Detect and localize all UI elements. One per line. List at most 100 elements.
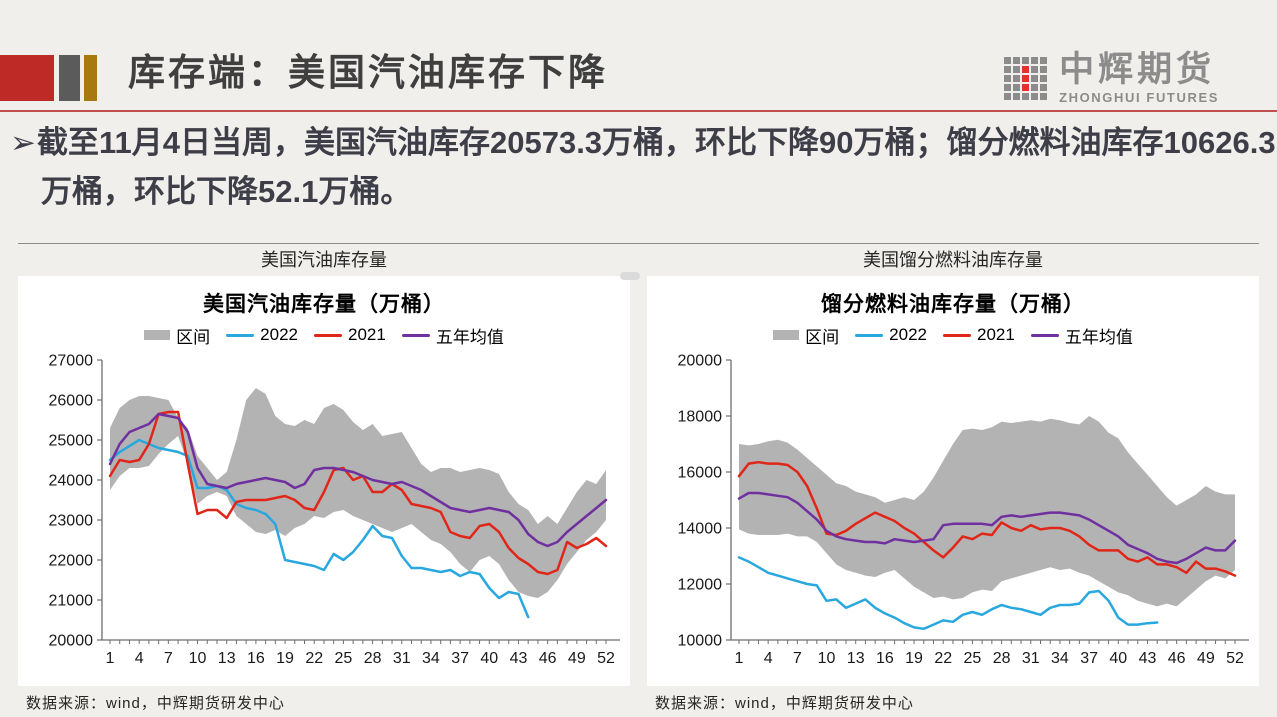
range-band [739,416,1235,607]
x-tick-label: 49 [1197,650,1215,667]
logo-grid-cell [1022,75,1030,82]
x-tick-label: 46 [1168,650,1186,667]
x-tick-label: 28 [364,650,382,667]
summary-text: 截至11月4日当周，美国汽油库存20573.3万桶，环比下降90万桶；馏分燃料油… [36,125,1276,209]
x-tick-label: 13 [218,650,236,667]
y-tick-label: 16000 [678,465,723,482]
panel-handle [620,272,640,280]
y-tick-label: 12000 [678,577,723,594]
legend-item: 区间 [144,323,210,348]
series-line-2021 [737,460,1237,577]
legend-item: 区间 [773,323,839,348]
x-tick-label: 46 [539,650,557,667]
page-title: 库存端：美国汽油库存下降 [128,52,608,93]
logo-grid-cell [1031,66,1039,73]
gasoline-panel-header: 美国汽油库存量 [261,250,387,270]
legend-swatch [314,333,342,337]
x-tick-label: 1 [735,650,744,667]
section-divider [18,243,1259,244]
y-tick-label: 21000 [49,593,94,610]
x-tick-label: 19 [276,650,294,667]
logo-grid-cell [1013,66,1021,73]
gasoline-chart-section: 美国汽油库存量 美国汽油库存量（万桶） 区间 2022 2021 五年均值 20000… [18,246,630,713]
logo-grid-cell [1031,93,1039,100]
x-tick-label: 52 [597,650,615,667]
legend-item: 2022 [855,325,927,345]
logo-grid-cell [1031,57,1039,64]
y-tick-label: 20000 [49,633,94,650]
logo-grid-cell [1022,93,1030,100]
logo-grid-cell [1013,93,1021,100]
charts-row: 美国汽油库存量 美国汽油库存量（万桶） 区间 2022 2021 五年均值 20000… [18,246,1259,713]
x-tick-label: 22 [934,650,952,667]
gasoline-chart-title: 美国汽油库存量（万桶） [203,293,445,316]
logo-grid-cell [1013,57,1021,64]
distillate-chart-panel: 馏分燃料油库存量（万桶） 区间 2022 2021 五年均值 10000 12000 14… [647,276,1259,686]
legend-swatch [401,333,430,337]
logo-name-en: ZHONGHUI FUTURES [1059,90,1219,105]
legend-swatch [943,333,971,337]
series-line-五年均值 [737,491,1237,565]
logo-grid-cell [1022,84,1030,91]
y-tick-label: 23000 [49,513,94,530]
legend-label: 区间 [805,327,840,347]
x-tick-label: 34 [422,650,440,667]
company-logo: 中辉期货 ZHONGHUI FUTURES [1004,52,1219,105]
logo-grid-cell [1004,84,1012,91]
y-tick-label: 20000 [678,353,723,370]
logo-grid-cell [1004,75,1012,82]
accent-bar-gold [84,55,97,101]
logo-grid-cell [1040,75,1048,82]
logo-grid-cell [1013,75,1021,82]
x-tick-label: 40 [1109,650,1127,667]
y-tick-label: 18000 [678,409,723,426]
logo-grid-cell [1031,84,1039,91]
y-tick-label: 10000 [678,633,723,650]
logo-text: 中辉期货 ZHONGHUI FUTURES [1059,52,1219,105]
legend-label: 五年均值 [1064,327,1133,347]
distillate-panel-header: 美国馏分燃料油库存量 [863,250,1043,270]
x-tick-label: 34 [1051,650,1069,667]
legend-label: 2022 [260,325,298,344]
legend-swatch [144,330,171,340]
distillate-data-source: 数据来源：wind，中辉期货研发中心 [655,695,914,712]
x-tick-label: 4 [764,650,773,667]
series-line-2022 [108,438,530,619]
x-tick-label: 43 [510,650,528,667]
distillate-chart-section: 美国馏分燃料油库存量 馏分燃料油库存量（万桶） 区间 2022 2021 五年均值 1… [647,246,1259,713]
gasoline-chart-legend: 区间 2022 2021 五年均值 [18,320,630,350]
gasoline-data-source: 数据来源：wind，中辉期货研发中心 [26,695,285,712]
logo-name-cn: 中辉期货 [1059,50,1216,89]
accent-bar-gray [59,55,80,101]
x-tick-label: 7 [164,650,173,667]
logo-grid-cell [1013,84,1021,91]
logo-grid-cell [1031,75,1039,82]
legend-swatch [855,333,884,337]
x-tick-label: 31 [393,650,411,667]
legend-label: 区间 [176,327,211,347]
x-tick-label: 13 [847,650,865,667]
legend-item: 2022 [226,325,298,345]
y-tick-label: 14000 [678,521,723,538]
accent-bar-red [0,55,54,101]
legend-item: 2021 [314,325,386,345]
distillate-chart-plot: 10000 12000 14000 16000 18000 20000 1 4 7 10 13 16 1… [678,353,1249,667]
legend-label: 2021 [348,325,386,344]
legend-item: 五年均值 [1030,323,1133,348]
header-divider [0,110,1277,112]
legend-label: 五年均值 [435,327,504,347]
x-tick-label: 25 [964,650,982,667]
series-line-2021 [108,410,608,576]
x-tick-label: 4 [135,650,144,667]
x-tick-label: 7 [793,650,802,667]
x-tick-label: 25 [335,650,353,667]
x-tick-label: 43 [1139,650,1157,667]
x-tick-label: 31 [1022,650,1040,667]
logo-grid-cell [1040,84,1048,91]
series-line-五年均值 [108,412,608,548]
logo-grid-cell [1004,57,1012,64]
y-tick-label: 27000 [49,353,94,370]
legend-item: 2021 [943,325,1015,345]
y-tick-label: 22000 [49,553,94,570]
